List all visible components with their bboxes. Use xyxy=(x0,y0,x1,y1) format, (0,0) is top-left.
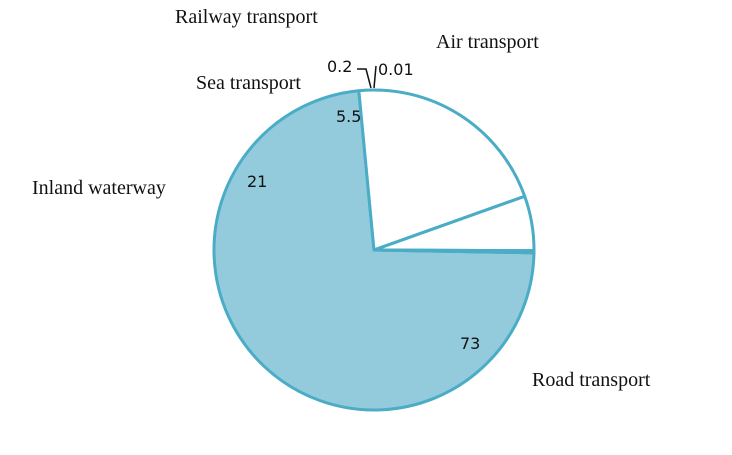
value-label-railway-transport: 0.2 xyxy=(327,57,352,76)
category-label-air-transport: Air transport xyxy=(436,31,539,53)
category-label-railway-transport: Railway transport xyxy=(175,6,318,28)
value-label-air-transport: 0.01 xyxy=(378,60,414,79)
leader-line-air-transport xyxy=(373,65,377,89)
category-label-inland-waterway: Inland waterway xyxy=(32,177,166,199)
value-label-road-transport: 73 xyxy=(460,334,480,353)
pie-labels: Road transport Inland waterway Sea trans… xyxy=(32,6,651,391)
value-label-inland-waterway: 21 xyxy=(247,172,267,191)
category-label-sea-transport: Sea transport xyxy=(196,72,301,94)
leader-line-railway-transport xyxy=(357,68,372,89)
pie-slice-air-transport xyxy=(372,248,536,255)
value-label-sea-transport: 5.5 xyxy=(336,107,361,126)
leader-lines xyxy=(357,65,377,89)
pie-slices xyxy=(212,88,536,412)
category-label-road-transport: Road transport xyxy=(532,369,651,391)
